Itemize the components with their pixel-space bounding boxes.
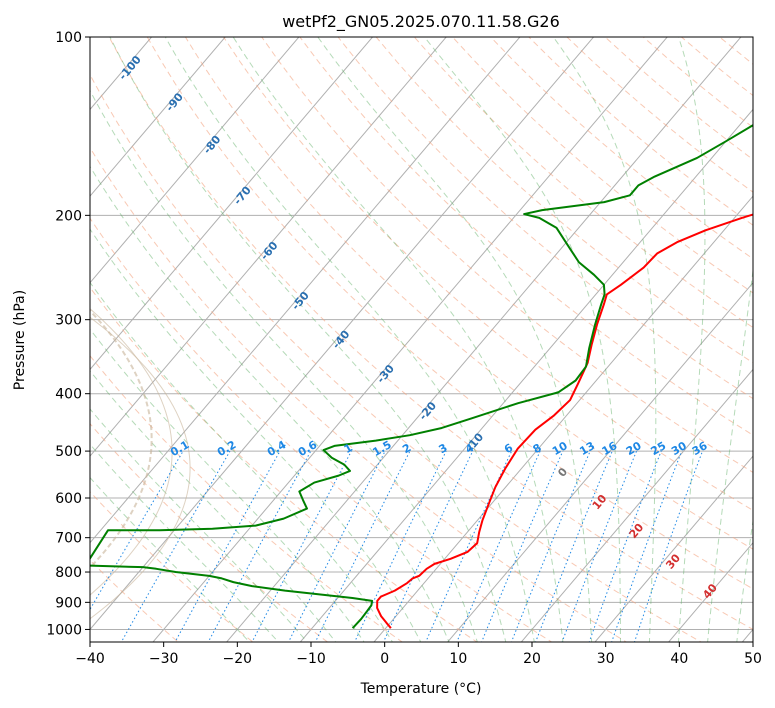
reference-curve-2 bbox=[90, 316, 191, 620]
dry-adiabat-20 bbox=[90, 217, 553, 642]
x-tick-label-10: 10 bbox=[449, 651, 467, 667]
mixing-ratio-line-17 bbox=[633, 450, 703, 642]
axes: −40 −30 −20 −10 0 10 20 30 40 50 1000 900 800 700 600 5… bbox=[46, 30, 762, 667]
x-tick-label--40: −40 bbox=[75, 651, 105, 667]
isotherm-30 bbox=[594, 455, 753, 642]
y-tick-label-800: 800 bbox=[55, 565, 82, 581]
y-tick-label-500: 500 bbox=[55, 444, 82, 460]
plot-area bbox=[90, 37, 753, 642]
isotherm--40 bbox=[90, 37, 595, 631]
moist-adiabat-12 bbox=[90, 89, 478, 642]
x-tick-label--10: −10 bbox=[296, 651, 326, 667]
mixing-ratio-line-11 bbox=[481, 450, 564, 642]
y-tick-label-900: 900 bbox=[55, 595, 82, 611]
x-tick-label-40: 40 bbox=[670, 651, 688, 667]
x-tick-label-50: 50 bbox=[744, 651, 762, 667]
mixing-ratio-line-7 bbox=[354, 450, 447, 642]
moist-adiabat--4 bbox=[90, 328, 365, 642]
x-tick-label-0: 0 bbox=[380, 651, 389, 667]
x-tick-label-30: 30 bbox=[597, 651, 615, 667]
moist-adiabat-40 bbox=[677, 37, 706, 642]
dewpoint-line bbox=[90, 124, 753, 629]
moist-adiabat-32 bbox=[424, 37, 621, 642]
mixing-ratio-line-1 bbox=[120, 450, 231, 642]
dry-adiabat-80 bbox=[222, 37, 753, 511]
moist-adiabat--12 bbox=[90, 408, 308, 642]
dry-adiabat-100 bbox=[299, 37, 753, 436]
isotherm--80 bbox=[90, 37, 300, 284]
y-axis-label: Pressure (hPa) bbox=[12, 290, 28, 390]
mixing-ratio-line-2 bbox=[174, 450, 281, 642]
dry-adiabat-90 bbox=[261, 37, 753, 473]
dry-adiabat-60 bbox=[146, 37, 753, 590]
isotherm--50 bbox=[90, 37, 521, 544]
dry-adiabat--30 bbox=[90, 559, 179, 642]
y-tick-label-200: 200 bbox=[55, 208, 82, 224]
moist-adiabat-28 bbox=[317, 37, 593, 642]
isotherm-40 bbox=[668, 542, 753, 642]
y-tick-label-1000: 1000 bbox=[46, 622, 82, 638]
moist-adiabat-8 bbox=[90, 165, 450, 642]
mixing-ratio-line-12 bbox=[510, 450, 591, 642]
dry-adiabat--10 bbox=[90, 422, 329, 642]
y-tick-label-400: 400 bbox=[55, 387, 82, 403]
isotherm-20 bbox=[520, 368, 753, 642]
moist-adiabat-20 bbox=[164, 37, 535, 642]
mixing-ratio-line-9 bbox=[425, 450, 513, 642]
moist-adiabat-24 bbox=[232, 37, 564, 642]
isotherm-0 bbox=[373, 195, 753, 642]
mixing-ratio-line-10 bbox=[456, 450, 541, 642]
y-tick-label-700: 700 bbox=[55, 531, 82, 547]
dry-adiabat-140 bbox=[451, 37, 753, 294]
isotherm--70 bbox=[90, 37, 374, 371]
isotherm-10 bbox=[447, 282, 753, 642]
y-tick-label-100: 100 bbox=[55, 30, 82, 46]
moist-adiabat-44 bbox=[707, 266, 753, 642]
series-layer bbox=[90, 124, 753, 629]
isotherm--20 bbox=[226, 37, 742, 642]
dry-adiabat-10 bbox=[90, 286, 478, 642]
moist-adiabat-16 bbox=[109, 37, 507, 642]
isotherm--90 bbox=[90, 37, 226, 197]
dry-adiabat--20 bbox=[90, 491, 254, 642]
x-tick-label--30: −30 bbox=[149, 651, 179, 667]
moist-adiabat-48 bbox=[736, 517, 753, 642]
dry-adiabat-110 bbox=[337, 37, 753, 400]
chart-title: wetPf2_GN05.2025.070.11.58.G26 bbox=[282, 12, 560, 32]
dry-adiabat-30 bbox=[90, 146, 628, 642]
dry-adiabat-0 bbox=[90, 354, 404, 642]
reference-curve-0 bbox=[90, 309, 153, 570]
moist-adiabat--8 bbox=[90, 370, 337, 642]
isotherm--10 bbox=[299, 108, 753, 642]
dry-adiabat-50 bbox=[108, 37, 753, 631]
x-tick-label--20: −20 bbox=[223, 651, 253, 667]
mixing-ratio-line-4 bbox=[251, 450, 352, 642]
moist-adiabat-36 bbox=[552, 37, 657, 642]
x-tick-label-20: 20 bbox=[523, 651, 541, 667]
dry-adiabat-130 bbox=[413, 37, 753, 329]
y-tick-label-600: 600 bbox=[55, 491, 82, 507]
reference-curve-1 bbox=[90, 308, 173, 596]
dry-adiabat-40 bbox=[90, 73, 703, 642]
temperature-line bbox=[376, 213, 753, 629]
plot-frame bbox=[89, 36, 754, 643]
isotherm--30 bbox=[152, 37, 668, 642]
isotherm--60 bbox=[90, 37, 447, 457]
y-tick-label-300: 300 bbox=[55, 313, 82, 329]
mixing-ratio-line-0 bbox=[90, 450, 184, 611]
dry-adiabat-70 bbox=[184, 37, 753, 550]
mixing-ratio-line-3 bbox=[207, 450, 312, 642]
x-axis-label: Temperature (°C) bbox=[360, 681, 482, 697]
